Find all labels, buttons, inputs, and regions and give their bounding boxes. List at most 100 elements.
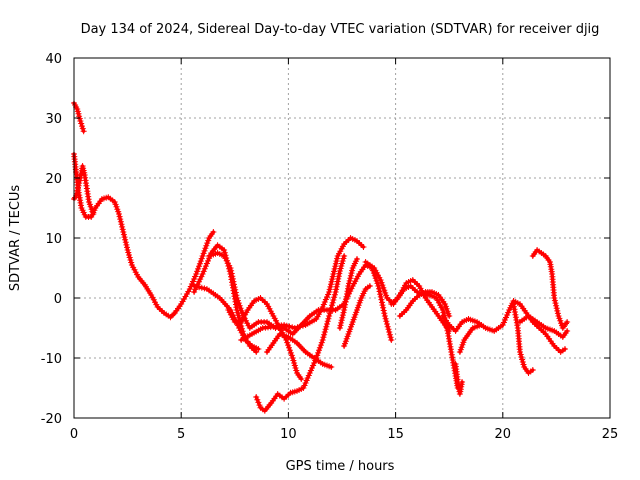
data-point-marker	[121, 234, 128, 241]
data-point-marker	[331, 291, 338, 298]
data-point-marker	[372, 275, 379, 282]
x-axis-label: GPS time / hours	[286, 459, 395, 474]
data-point-marker	[347, 275, 354, 282]
data-point-marker	[387, 334, 394, 341]
data-point-marker	[327, 307, 334, 314]
data-point-marker	[328, 281, 334, 288]
x-tick-label: 10	[280, 427, 297, 442]
y-axis-label: SDTVAR / TECUs	[8, 185, 23, 292]
data-point-marker	[380, 307, 387, 314]
data-point-marker	[459, 379, 466, 385]
markers-track-7	[225, 295, 305, 382]
data-point-marker	[321, 331, 328, 338]
data-point-marker	[227, 265, 234, 271]
data-point-marker	[116, 211, 122, 217]
data-point-marker	[384, 323, 391, 330]
data-point-marker	[117, 218, 124, 225]
data-point-marker	[233, 307, 240, 313]
data-point-marker	[380, 284, 387, 291]
data-point-marker	[79, 125, 86, 132]
data-point-marker	[318, 339, 325, 346]
data-point-marker	[384, 321, 390, 327]
data-point-marker	[330, 297, 337, 303]
data-point-marker	[334, 255, 341, 262]
y-tick-label: 40	[45, 52, 62, 67]
data-point-marker	[446, 313, 453, 319]
data-point-marker	[232, 289, 239, 296]
data-point-marker	[326, 289, 333, 295]
data-point-marker	[335, 275, 342, 282]
data-point-marker	[553, 302, 560, 309]
data-point-marker	[325, 315, 332, 322]
data-point-marker	[316, 347, 322, 354]
series-track-5	[192, 284, 261, 351]
data-point-marker	[329, 302, 335, 309]
y-tick-label: 30	[45, 112, 62, 127]
data-point-marker	[375, 283, 382, 289]
data-point-marker	[221, 247, 228, 253]
markers-track-17	[452, 361, 466, 397]
data-point-marker	[326, 313, 333, 319]
data-point-marker	[232, 286, 239, 293]
data-point-marker	[195, 265, 201, 272]
data-point-marker	[80, 128, 87, 135]
data-point-marker	[235, 312, 242, 319]
y-tick-label: -10	[41, 352, 62, 367]
markers-track-8	[238, 235, 367, 343]
y-tick-label: -20	[41, 412, 62, 427]
data-point-marker	[360, 244, 367, 250]
data-point-marker	[329, 273, 336, 280]
data-point-marker	[286, 347, 293, 354]
data-point-marker	[554, 310, 561, 317]
y-tick-label: 10	[45, 232, 62, 247]
data-point-marker	[291, 325, 298, 331]
data-point-marker	[551, 295, 558, 301]
data-point-marker	[315, 349, 322, 356]
data-point-marker	[385, 326, 392, 333]
data-point-marker	[383, 292, 390, 299]
series-layer	[71, 100, 571, 414]
data-point-marker	[324, 318, 331, 325]
data-point-marker	[283, 322, 290, 329]
data-point-marker	[200, 268, 207, 275]
data-point-marker	[379, 282, 386, 289]
data-point-marker	[339, 314, 346, 321]
data-point-marker	[75, 185, 81, 192]
x-tick-label: 20	[495, 427, 512, 442]
data-point-marker	[285, 342, 292, 349]
data-point-marker	[377, 293, 384, 300]
data-point-marker	[205, 237, 212, 244]
data-point-marker	[340, 309, 347, 316]
ticks: 0 5 10 15 20 25 -20 -10 0 10 20 30 40	[41, 52, 619, 442]
data-point-marker	[564, 319, 571, 325]
data-point-marker	[386, 329, 393, 335]
data-point-marker	[299, 322, 306, 329]
data-point-marker	[289, 324, 296, 331]
data-point-marker	[119, 226, 126, 233]
data-point-marker	[553, 305, 560, 312]
data-point-marker	[347, 272, 354, 279]
data-point-marker	[202, 263, 209, 270]
data-point-marker	[228, 267, 235, 274]
data-point-marker	[316, 344, 323, 351]
data-point-marker	[331, 294, 338, 301]
chart-title: Day 134 of 2024, Sidereal Day-to-day VTE…	[81, 22, 600, 37]
data-point-marker	[320, 334, 327, 341]
data-point-marker	[231, 284, 238, 291]
data-point-marker	[346, 277, 353, 284]
data-point-marker	[228, 270, 235, 277]
data-point-marker	[118, 221, 125, 228]
markers-track-1	[71, 100, 87, 135]
data-point-marker	[234, 309, 241, 316]
data-point-marker	[328, 278, 335, 285]
data-point-marker	[331, 265, 338, 272]
x-tick-label: 5	[177, 427, 185, 442]
data-point-marker	[193, 271, 200, 277]
data-point-marker	[255, 399, 262, 406]
data-point-marker	[386, 331, 393, 338]
data-point-marker	[288, 352, 295, 359]
data-point-marker	[168, 312, 175, 319]
data-point-marker	[338, 319, 345, 326]
data-point-marker	[328, 364, 335, 370]
data-point-marker	[286, 344, 292, 351]
